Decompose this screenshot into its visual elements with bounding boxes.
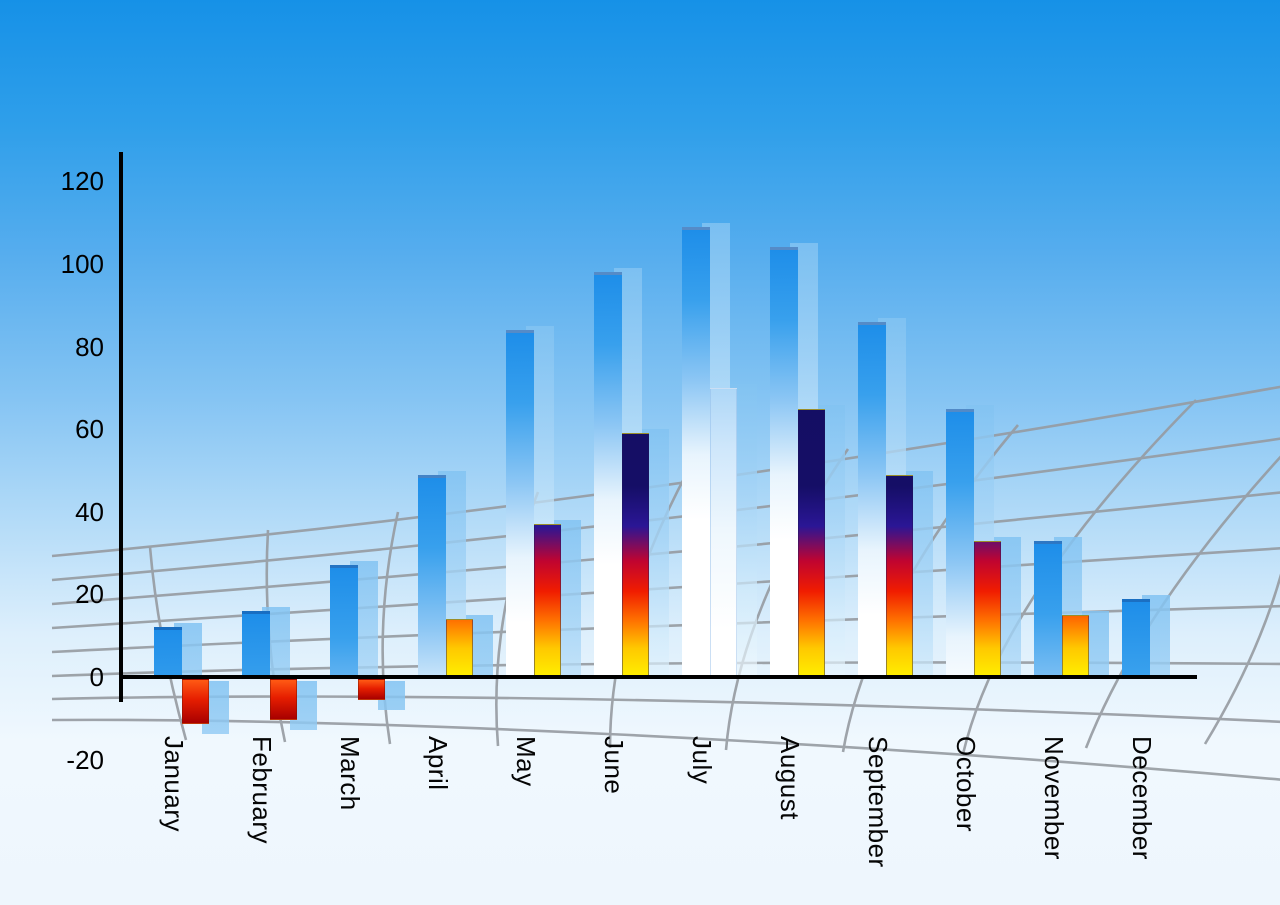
primary-bar-may — [506, 330, 534, 677]
negative-bar-february — [270, 679, 297, 720]
primary-bar-february — [242, 611, 270, 677]
negative-bar-january — [182, 679, 209, 724]
y-tick-label--20: -20 — [66, 745, 104, 775]
primary-bar-july — [682, 227, 710, 677]
primary-bar-november — [1034, 541, 1062, 677]
secondary-bar-april — [446, 619, 473, 677]
y-tick-label-120: 120 — [60, 166, 104, 196]
month-label-april: April — [423, 736, 453, 791]
secondary-bar-september — [886, 475, 913, 677]
primary-bar-october — [946, 409, 974, 677]
y-axis-line — [119, 152, 123, 702]
x-axis-line — [119, 675, 1197, 679]
y-tick-label-0: 0 — [89, 662, 104, 692]
secondary-bar-may — [534, 524, 561, 677]
secondary-bar-august — [798, 409, 825, 677]
primary-bar-december — [1122, 599, 1150, 677]
month-label-october: October — [951, 736, 981, 832]
month-label-september: September — [863, 736, 893, 868]
primary-bar-september — [858, 322, 886, 677]
month-label-march: March — [335, 736, 365, 811]
negative-bar-march — [358, 679, 385, 700]
primary-bar-january — [154, 627, 182, 677]
month-label-june: June — [599, 736, 629, 795]
y-tick-label-20: 20 — [75, 579, 104, 609]
month-label-december: December — [1127, 736, 1157, 860]
month-label-january: January — [159, 736, 189, 832]
y-tick-label-40: 40 — [75, 497, 104, 527]
month-label-august: August — [775, 736, 805, 820]
y-tick-label-60: 60 — [75, 414, 104, 444]
month-label-november: November — [1039, 736, 1069, 860]
primary-bar-april — [418, 475, 446, 677]
y-tick-label-100: 100 — [60, 249, 104, 279]
month-label-may: May — [511, 736, 541, 787]
y-tick-label-80: 80 — [75, 332, 104, 362]
primary-bar-march — [330, 565, 358, 677]
month-label-july: July — [687, 736, 717, 785]
secondary-bar-july — [710, 388, 737, 677]
month-label-february: February — [247, 736, 277, 845]
primary-bar-june — [594, 272, 622, 677]
primary-bar-august — [770, 247, 798, 677]
